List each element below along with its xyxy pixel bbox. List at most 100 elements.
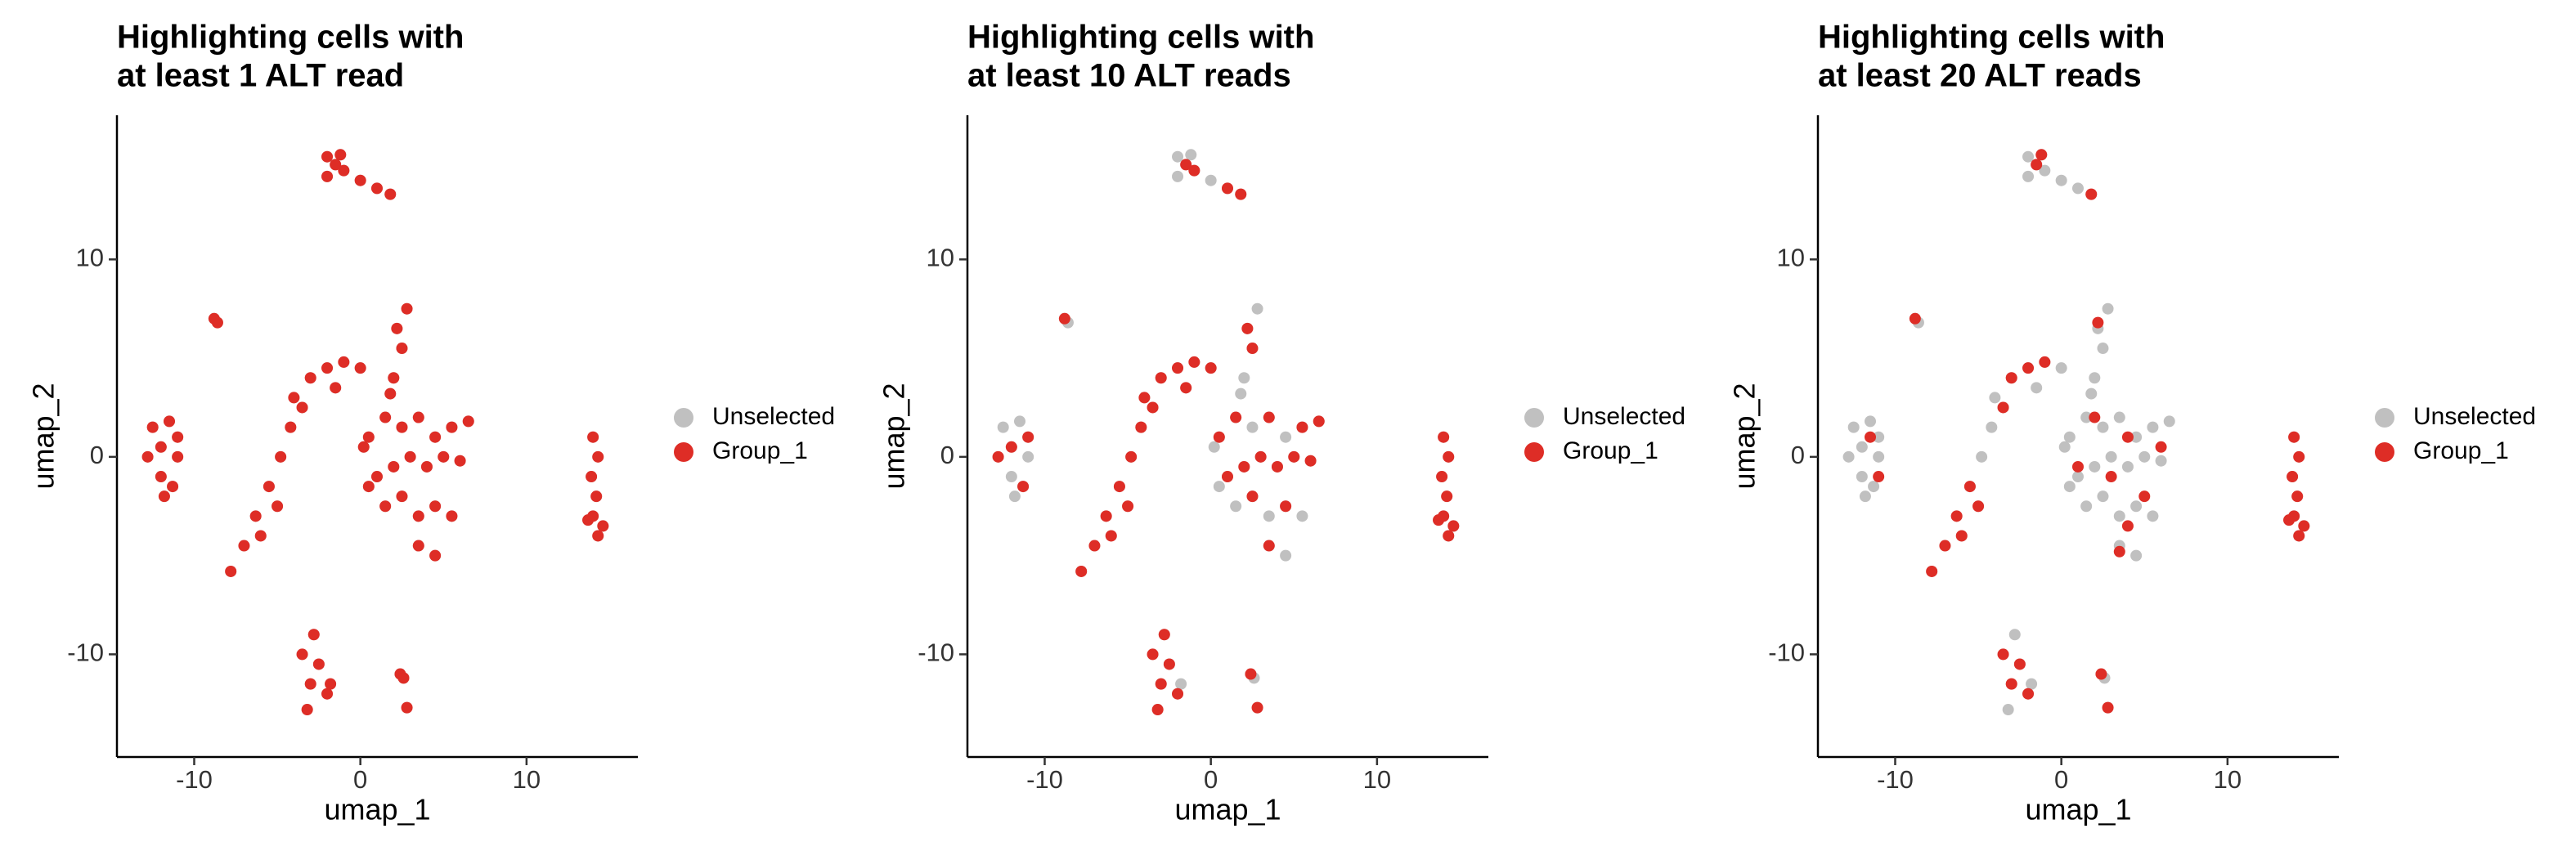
point — [238, 540, 250, 552]
point — [1235, 387, 1247, 400]
y-tick-label: -10 — [918, 638, 954, 667]
legend-label: Group_1 — [2413, 437, 2509, 464]
point — [1088, 540, 1101, 552]
point — [396, 343, 408, 355]
point — [1005, 441, 1017, 453]
point — [1188, 356, 1200, 368]
legend-swatch — [1524, 442, 1544, 462]
point — [2085, 387, 2098, 400]
point — [2055, 174, 2067, 186]
point — [321, 688, 334, 700]
point — [412, 510, 424, 522]
point — [2138, 450, 2151, 463]
point — [2071, 460, 2084, 473]
point — [2089, 411, 2101, 423]
point — [1213, 431, 1225, 443]
y-tick-label: -10 — [67, 638, 104, 667]
point — [1436, 471, 1448, 483]
point — [2293, 530, 2305, 542]
point — [2130, 431, 2143, 443]
point — [420, 460, 433, 473]
point — [2097, 490, 2109, 503]
point — [2005, 372, 2017, 384]
point — [321, 150, 334, 163]
point — [263, 481, 275, 493]
point — [1443, 530, 1455, 542]
point — [146, 421, 159, 433]
point — [1873, 431, 1885, 443]
chart-title: at least 20 ALT reads — [1818, 58, 2142, 94]
point — [1263, 411, 1275, 423]
x-tick-label: -10 — [176, 765, 213, 794]
point — [1163, 658, 1175, 670]
point — [330, 382, 342, 394]
point — [1873, 450, 1885, 463]
point — [1155, 678, 1167, 690]
point — [1205, 362, 1217, 374]
y-tick-label: 10 — [1777, 244, 1805, 272]
point — [412, 540, 424, 552]
point — [2026, 678, 2038, 690]
y-tick-label: 0 — [940, 441, 954, 469]
point — [1158, 629, 1170, 641]
point — [2283, 514, 2296, 526]
point — [1997, 401, 2009, 414]
point — [2105, 450, 2117, 463]
point — [391, 322, 403, 334]
chart-title: Highlighting cells with — [117, 20, 464, 56]
point — [167, 481, 179, 493]
point — [2071, 182, 2084, 195]
point — [1997, 648, 2009, 661]
point — [307, 629, 320, 641]
point — [2130, 500, 2143, 513]
point — [401, 701, 413, 714]
point — [1296, 421, 1308, 433]
point — [2022, 170, 2035, 182]
point — [1842, 450, 1855, 463]
point — [254, 530, 267, 542]
point — [388, 460, 400, 473]
point — [1151, 704, 1164, 716]
point — [1976, 450, 1988, 463]
point — [354, 174, 366, 186]
point — [1304, 455, 1317, 467]
point — [330, 159, 342, 171]
legend-swatch — [1524, 408, 1544, 428]
point — [2147, 510, 2159, 522]
point — [370, 182, 383, 195]
point — [396, 490, 408, 503]
legend-swatch — [674, 442, 693, 462]
point — [2095, 668, 2107, 680]
point — [1433, 514, 1445, 526]
point — [2022, 150, 2035, 163]
point — [1246, 490, 1259, 503]
point — [379, 411, 392, 423]
point — [388, 372, 400, 384]
point — [354, 362, 366, 374]
y-axis-label: umap_2 — [27, 383, 61, 489]
point — [2298, 520, 2310, 532]
point — [1221, 182, 1233, 195]
point — [438, 450, 450, 463]
point — [2113, 510, 2125, 522]
point — [325, 678, 337, 690]
point — [2155, 455, 2167, 467]
point — [1296, 510, 1308, 522]
x-tick-label: 10 — [1363, 765, 1391, 794]
x-tick-label: -10 — [1877, 765, 1914, 794]
point — [586, 471, 598, 483]
point — [2035, 149, 2048, 161]
point — [396, 421, 408, 433]
point — [1122, 500, 1134, 513]
legend-label: Unselected — [2413, 403, 2536, 430]
point — [272, 500, 284, 513]
point — [1972, 500, 1985, 513]
point — [1022, 431, 1034, 443]
point — [412, 411, 424, 423]
point — [1125, 450, 1138, 463]
point — [1180, 159, 1192, 171]
point — [2031, 159, 2043, 171]
point — [1280, 549, 1292, 562]
chart-title: at least 1 ALT read — [117, 58, 404, 94]
